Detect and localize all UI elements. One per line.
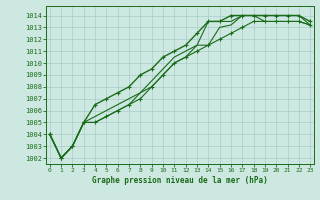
X-axis label: Graphe pression niveau de la mer (hPa): Graphe pression niveau de la mer (hPa) [92, 176, 268, 185]
